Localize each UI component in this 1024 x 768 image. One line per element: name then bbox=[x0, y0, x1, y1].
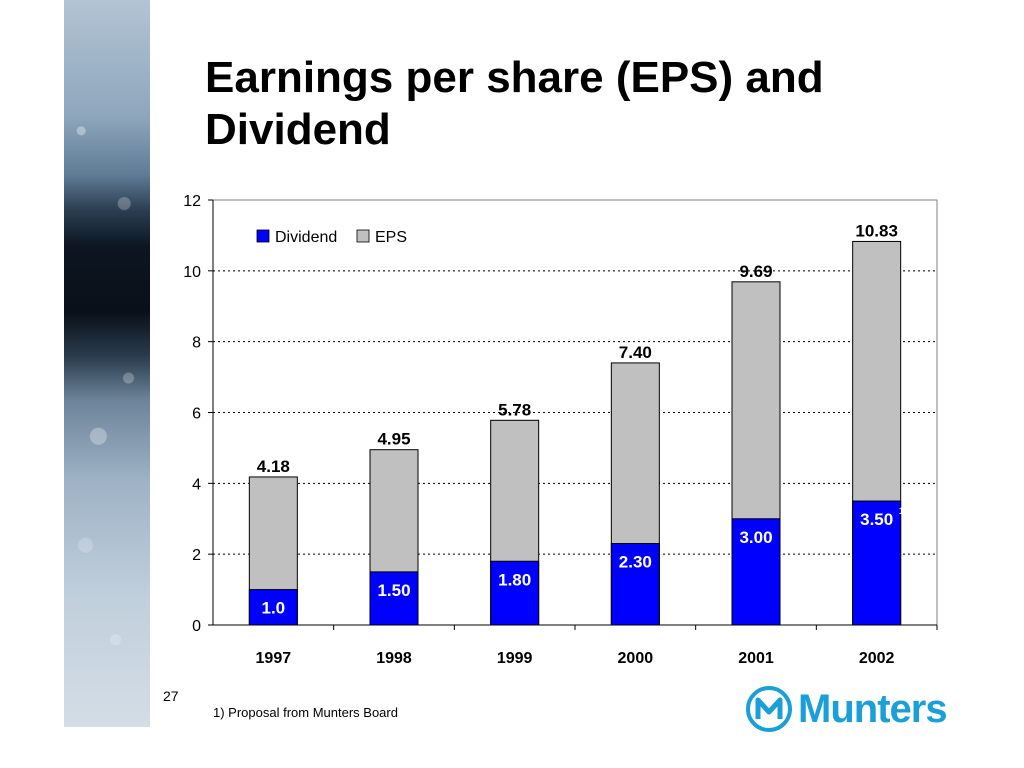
eps-value-label: 4.95 bbox=[377, 430, 410, 449]
labels: 0 2 4 6 8 10 12 4.18 1.0 1997 4.95 1.50 1998 5.78 1.80… bbox=[183, 193, 906, 667]
bar-dividend bbox=[610, 543, 660, 626]
gridlines bbox=[213, 270, 937, 555]
munters-m-icon bbox=[746, 686, 792, 732]
eps-value-label: 5.78 bbox=[498, 400, 531, 419]
legend: Dividend EPS bbox=[256, 229, 407, 246]
decorative-side-image bbox=[64, 0, 150, 727]
bar-dividend bbox=[248, 589, 298, 626]
x-tick-label: 2000 bbox=[618, 650, 654, 667]
legend-label-eps: EPS bbox=[375, 229, 407, 246]
y-tick-label: 10 bbox=[183, 264, 201, 281]
logo-wordmark: Munters bbox=[798, 686, 948, 731]
eps-value-label: 9.69 bbox=[739, 262, 772, 281]
y-tick-label: 12 bbox=[183, 193, 201, 210]
dividend-value-label: 1.80 bbox=[498, 570, 531, 589]
eps-value-label: 7.40 bbox=[619, 343, 652, 362]
slide-title: Earnings per share (EPS) and Dividend bbox=[205, 53, 824, 154]
page-number: 27 bbox=[163, 688, 179, 704]
dividend-value-label: 1.50 bbox=[377, 581, 410, 600]
y-tick-label: 4 bbox=[192, 476, 201, 493]
bar-dividend bbox=[490, 560, 540, 626]
eps-value-label: 10.83 bbox=[855, 221, 898, 240]
x-tick-label: 1997 bbox=[256, 650, 292, 667]
y-tick-label: 2 bbox=[192, 547, 201, 564]
dividend-value-label: 3.00 bbox=[739, 528, 772, 547]
footnote-mark: 1) bbox=[899, 506, 907, 516]
y-tick-label: 6 bbox=[192, 406, 201, 423]
bar-dividend bbox=[852, 500, 902, 626]
dividend-value-label: 3.50 bbox=[860, 510, 893, 529]
y-tick-label: 0 bbox=[192, 618, 201, 635]
legend-label-dividend: Dividend bbox=[275, 229, 337, 246]
bar-dividend bbox=[369, 571, 419, 626]
bar-dividend bbox=[731, 518, 781, 626]
munters-logo: Munters bbox=[746, 686, 948, 732]
eps-value-label: 4.18 bbox=[257, 457, 290, 476]
legend-swatch-eps bbox=[356, 229, 370, 243]
x-tick-label: 2001 bbox=[738, 650, 774, 667]
x-tick-label: 1998 bbox=[376, 650, 412, 667]
x-tick-label: 2002 bbox=[859, 650, 895, 667]
legend-swatch-dividend bbox=[256, 229, 270, 243]
axes bbox=[208, 199, 938, 630]
dividend-value-label: 1.0 bbox=[262, 599, 286, 618]
dividend-value-label: 2.30 bbox=[619, 553, 652, 572]
y-tick-label: 8 bbox=[192, 335, 201, 352]
footnote: 1) Proposal from Munters Board bbox=[213, 705, 398, 720]
bars bbox=[248, 240, 902, 626]
x-tick-label: 1999 bbox=[497, 650, 533, 667]
